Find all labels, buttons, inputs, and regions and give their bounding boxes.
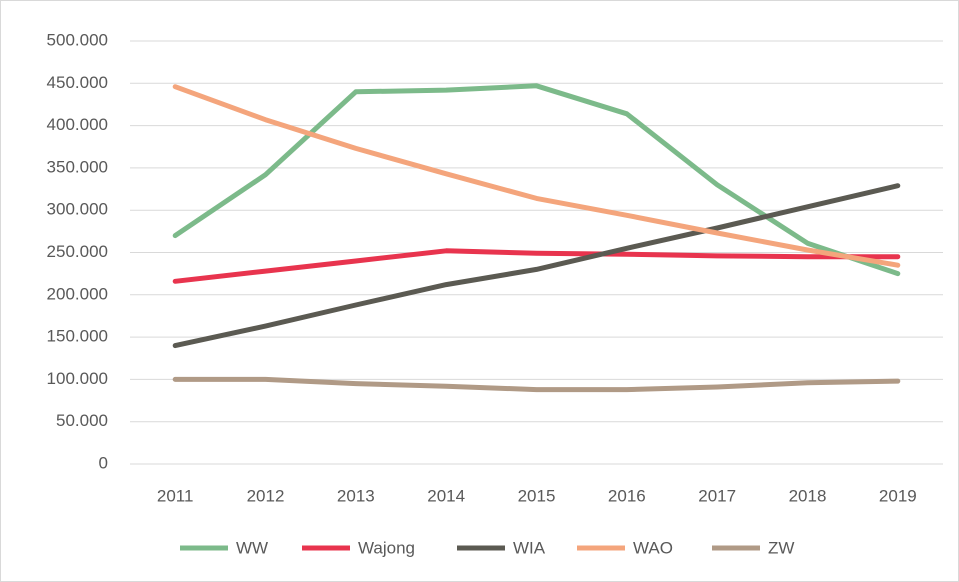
x-tick-label: 2014 (427, 486, 465, 505)
y-tick-label: 400.000 (47, 115, 108, 134)
x-tick-label: 2018 (789, 486, 827, 505)
y-tick-label: 300.000 (47, 200, 108, 219)
data-line (172, 376, 901, 393)
legend-label: WAO (633, 538, 673, 557)
legend-label: WIA (513, 538, 546, 557)
legend-label: WW (236, 538, 268, 557)
data-line (172, 83, 901, 277)
data-line (172, 84, 901, 268)
x-tick-label: 2019 (879, 486, 917, 505)
y-tick-label: 50.000 (56, 411, 108, 430)
data-line (172, 183, 901, 349)
y-tick-label: 250.000 (47, 242, 108, 261)
y-tick-label: 350.000 (47, 157, 108, 176)
legend-label: Wajong (358, 538, 415, 557)
y-tick-label: 450.000 (47, 73, 108, 92)
y-tick-label: 100.000 (47, 369, 108, 388)
x-tick-label: 2013 (337, 486, 375, 505)
legend-label: ZW (768, 538, 794, 557)
data-line (172, 248, 901, 284)
x-tick-label: 2015 (518, 486, 556, 505)
y-tick-label: 150.000 (47, 327, 108, 346)
y-tick-label: 0 (99, 453, 108, 472)
x-tick-label: 2016 (608, 486, 646, 505)
x-tick-label: 2012 (247, 486, 285, 505)
y-tick-label: 200.000 (47, 284, 108, 303)
x-tick-label: 2017 (698, 486, 736, 505)
x-tick-label: 2011 (157, 486, 194, 505)
y-tick-label: 500.000 (47, 30, 108, 49)
